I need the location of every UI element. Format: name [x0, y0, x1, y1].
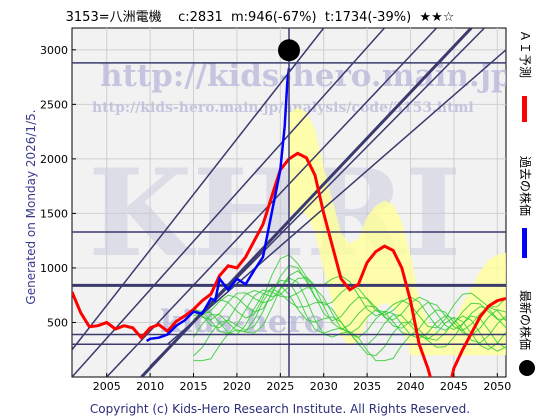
- y-tick-label: 2000: [40, 153, 68, 166]
- forecast-band-line: [193, 287, 506, 336]
- trend-line: [72, 28, 386, 377]
- x-tick-label: 2015: [180, 380, 208, 393]
- trend-line: [149, 28, 486, 367]
- legend-latest-label: 最新の株価: [518, 290, 533, 350]
- x-tick-label: 2005: [93, 380, 121, 393]
- x-tick-label: 2020: [223, 380, 251, 393]
- chart-title: 3153=八洲電機 c:2831 m:946(-67%) t:1734(-39%…: [65, 10, 455, 25]
- latest-price-point: [278, 39, 300, 62]
- forecast-band-line: [193, 277, 506, 362]
- y-tick-label: 3000: [40, 44, 68, 57]
- past-price-line: [145, 68, 291, 343]
- forecast-band-line: [193, 270, 506, 331]
- x-tick-label: 2045: [440, 380, 468, 393]
- y-tick-label: 1500: [40, 207, 68, 220]
- x-tick-label: 2035: [353, 380, 381, 393]
- axes: 2005 2010 2015 2020 2025 2030 2035 2040 2045 2050…: [40, 44, 511, 393]
- y-tick-label: 1000: [40, 262, 68, 275]
- y-tick-label: 2500: [40, 98, 68, 111]
- x-tick-label: 2050: [483, 380, 511, 393]
- watermark-analysis-url: http://kids-hero.main.jp/analysis/code/3…: [92, 100, 474, 116]
- forecast-band-line: [193, 254, 506, 329]
- legend-ai-label: ＡＩ予測: [518, 30, 532, 78]
- legend-latest-marker: [519, 360, 535, 376]
- legend-past-label: 過去の株価: [518, 156, 533, 216]
- x-tick-label: 2040: [397, 380, 425, 393]
- generated-date-text: Generated on Monday 2026/1/5.: [24, 109, 38, 305]
- copyright: Copyright (c) Kids-Hero Research Institu…: [89, 402, 471, 416]
- x-tick-label: 2030: [310, 380, 338, 393]
- legend-ai-swatch: [522, 96, 527, 122]
- trend-line: [72, 28, 325, 351]
- legend-past-swatch: [522, 228, 527, 258]
- trend-line: [106, 28, 438, 377]
- legend: ＡＩ予測 過去の株価 最新の株価: [518, 30, 535, 376]
- x-tick-label: 2025: [266, 380, 294, 393]
- forecast-band-line: [193, 277, 506, 331]
- guide-lines: [72, 28, 506, 377]
- trend-line: [166, 49, 506, 345]
- x-tick-label: 2010: [136, 380, 164, 393]
- y-tick-label: 500: [47, 316, 68, 329]
